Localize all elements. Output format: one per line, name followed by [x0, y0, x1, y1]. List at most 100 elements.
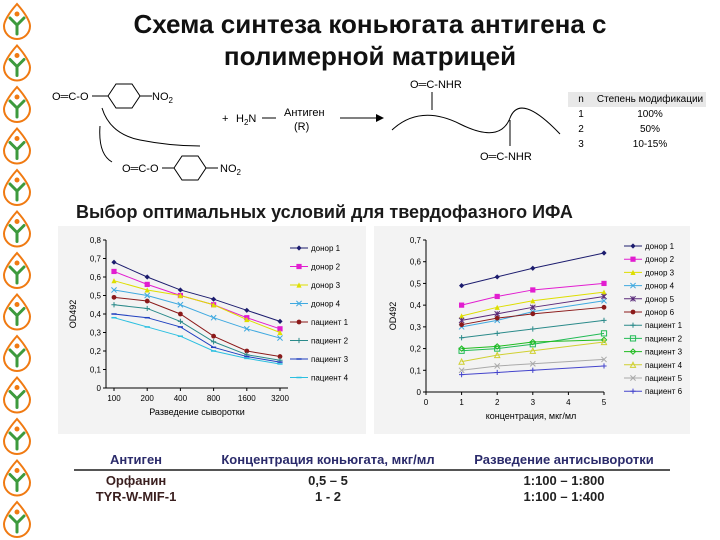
data-point: [144, 298, 150, 304]
data-point: [177, 301, 184, 308]
header-antigen: Антиген: [109, 452, 163, 467]
polymer-chain: [391, 107, 561, 135]
data-point: [459, 372, 465, 378]
data-point: [630, 388, 636, 394]
ester-bottom: O═C-O: [122, 163, 159, 175]
ester-top: O═C-O: [52, 91, 89, 103]
data-point: [458, 367, 465, 374]
data-point: [630, 243, 636, 249]
header-concentration: Концентрация коньюгата, мкг/мл: [221, 452, 435, 467]
data-point: [177, 318, 183, 324]
benzene-ring-bottom: [173, 155, 207, 181]
data-point: [630, 375, 636, 381]
x-tick-label: 1600: [238, 394, 256, 403]
legend-label: донор 4: [645, 282, 675, 291]
data-point: [211, 339, 217, 345]
y-tick-label: 0,7: [90, 255, 102, 264]
x-tick-label: 800: [207, 394, 221, 403]
logo-icon: [2, 500, 32, 538]
data-point: [630, 322, 636, 328]
legend-label: донор 3: [645, 268, 675, 277]
legend-label: донор 1: [645, 242, 675, 251]
series-line: [113, 261, 281, 322]
series-line: [461, 358, 605, 371]
mod-n: 1: [578, 109, 584, 120]
data-point: [494, 369, 500, 376]
data-point: [144, 287, 150, 293]
series-line: [461, 295, 605, 321]
y-tick-label: 0,5: [90, 292, 102, 301]
legend-label: пациент 3: [645, 348, 683, 357]
data-point: [629, 348, 637, 355]
data-point: [111, 294, 117, 300]
data-point: [144, 305, 150, 312]
title-line-2: полимерной матрицей: [223, 41, 517, 71]
data-point: [630, 309, 636, 315]
series-line: [461, 341, 605, 363]
data-point: [177, 287, 183, 293]
logo-icon: [2, 127, 32, 165]
dilution-cell: 1:100 – 1:400: [523, 489, 605, 504]
data-point: [529, 347, 537, 354]
legend-label: пациент 1: [311, 318, 349, 327]
y-tick-label: 0: [97, 384, 102, 393]
no2-top: NO2: [152, 91, 174, 105]
series-line: [113, 280, 281, 333]
y-tick-label: 0,3: [410, 323, 422, 332]
data-point: [630, 282, 636, 289]
series-line: [113, 289, 281, 339]
data-point: [601, 317, 607, 323]
data-point: [629, 335, 637, 342]
mod-header-n: n: [568, 92, 594, 107]
no2-bottom: NO2: [220, 163, 242, 177]
data-point: [458, 345, 465, 352]
data-point: [211, 302, 217, 308]
data-point: [296, 337, 302, 344]
data-point: [494, 304, 500, 310]
data-point: [244, 307, 250, 313]
series-line: [461, 306, 605, 326]
data-point: [630, 295, 636, 302]
data-point: [296, 282, 302, 288]
data-point: [458, 317, 465, 324]
y-tick-label: 0,2: [410, 345, 422, 354]
logo-icon: [2, 334, 32, 372]
logo-icon: [2, 85, 32, 123]
y-tick-label: 0,2: [90, 347, 102, 356]
logo-icon: [2, 2, 32, 40]
x-tick-label: 5: [602, 398, 607, 407]
table-row: Орфанин 0,5 – 5 1:100 – 1:800: [74, 473, 670, 489]
y-tick-label: 0,5: [410, 279, 422, 288]
concentration-cell: 0,5 – 5: [308, 473, 348, 488]
data-point: [629, 361, 637, 368]
title-line-1: Схема синтеза коньюгата антигена с: [133, 9, 607, 39]
x-axis-label: концентрация, мкг/мл: [486, 411, 577, 421]
x-tick-label: 2: [495, 398, 500, 407]
data-point: [211, 333, 217, 339]
data-point: [493, 351, 501, 359]
data-point: [530, 326, 536, 332]
h2n: H2N: [236, 113, 256, 127]
data-point: [601, 356, 607, 363]
x-tick-label: 400: [174, 394, 188, 403]
series-line: [113, 313, 281, 363]
legend-label: пациент 3: [311, 355, 349, 364]
antigen-cell: Орфанин: [105, 473, 167, 488]
data-point: [630, 256, 636, 262]
data-point: [601, 289, 607, 295]
data-point: [111, 302, 117, 308]
modification-table: n Степень модификации 1 100% 2 50% 3 10-…: [568, 92, 706, 152]
mod-n: 2: [578, 124, 584, 135]
section-subtitle: Выбор оптимальных условий для твердофазн…: [76, 202, 573, 222]
y-axis-label: OD492: [68, 300, 78, 329]
x-axis-label: Разведение сыворотки: [149, 407, 245, 417]
y-tick-label: 0,3: [90, 329, 102, 338]
data-point: [530, 265, 536, 271]
data-point: [601, 250, 607, 256]
nhr-bottom: O═C-NHR: [480, 151, 532, 163]
data-point: [459, 302, 465, 308]
data-point: [144, 281, 150, 287]
data-point: [296, 319, 302, 325]
data-point: [458, 357, 466, 365]
legend-label: пациент 4: [311, 374, 349, 383]
